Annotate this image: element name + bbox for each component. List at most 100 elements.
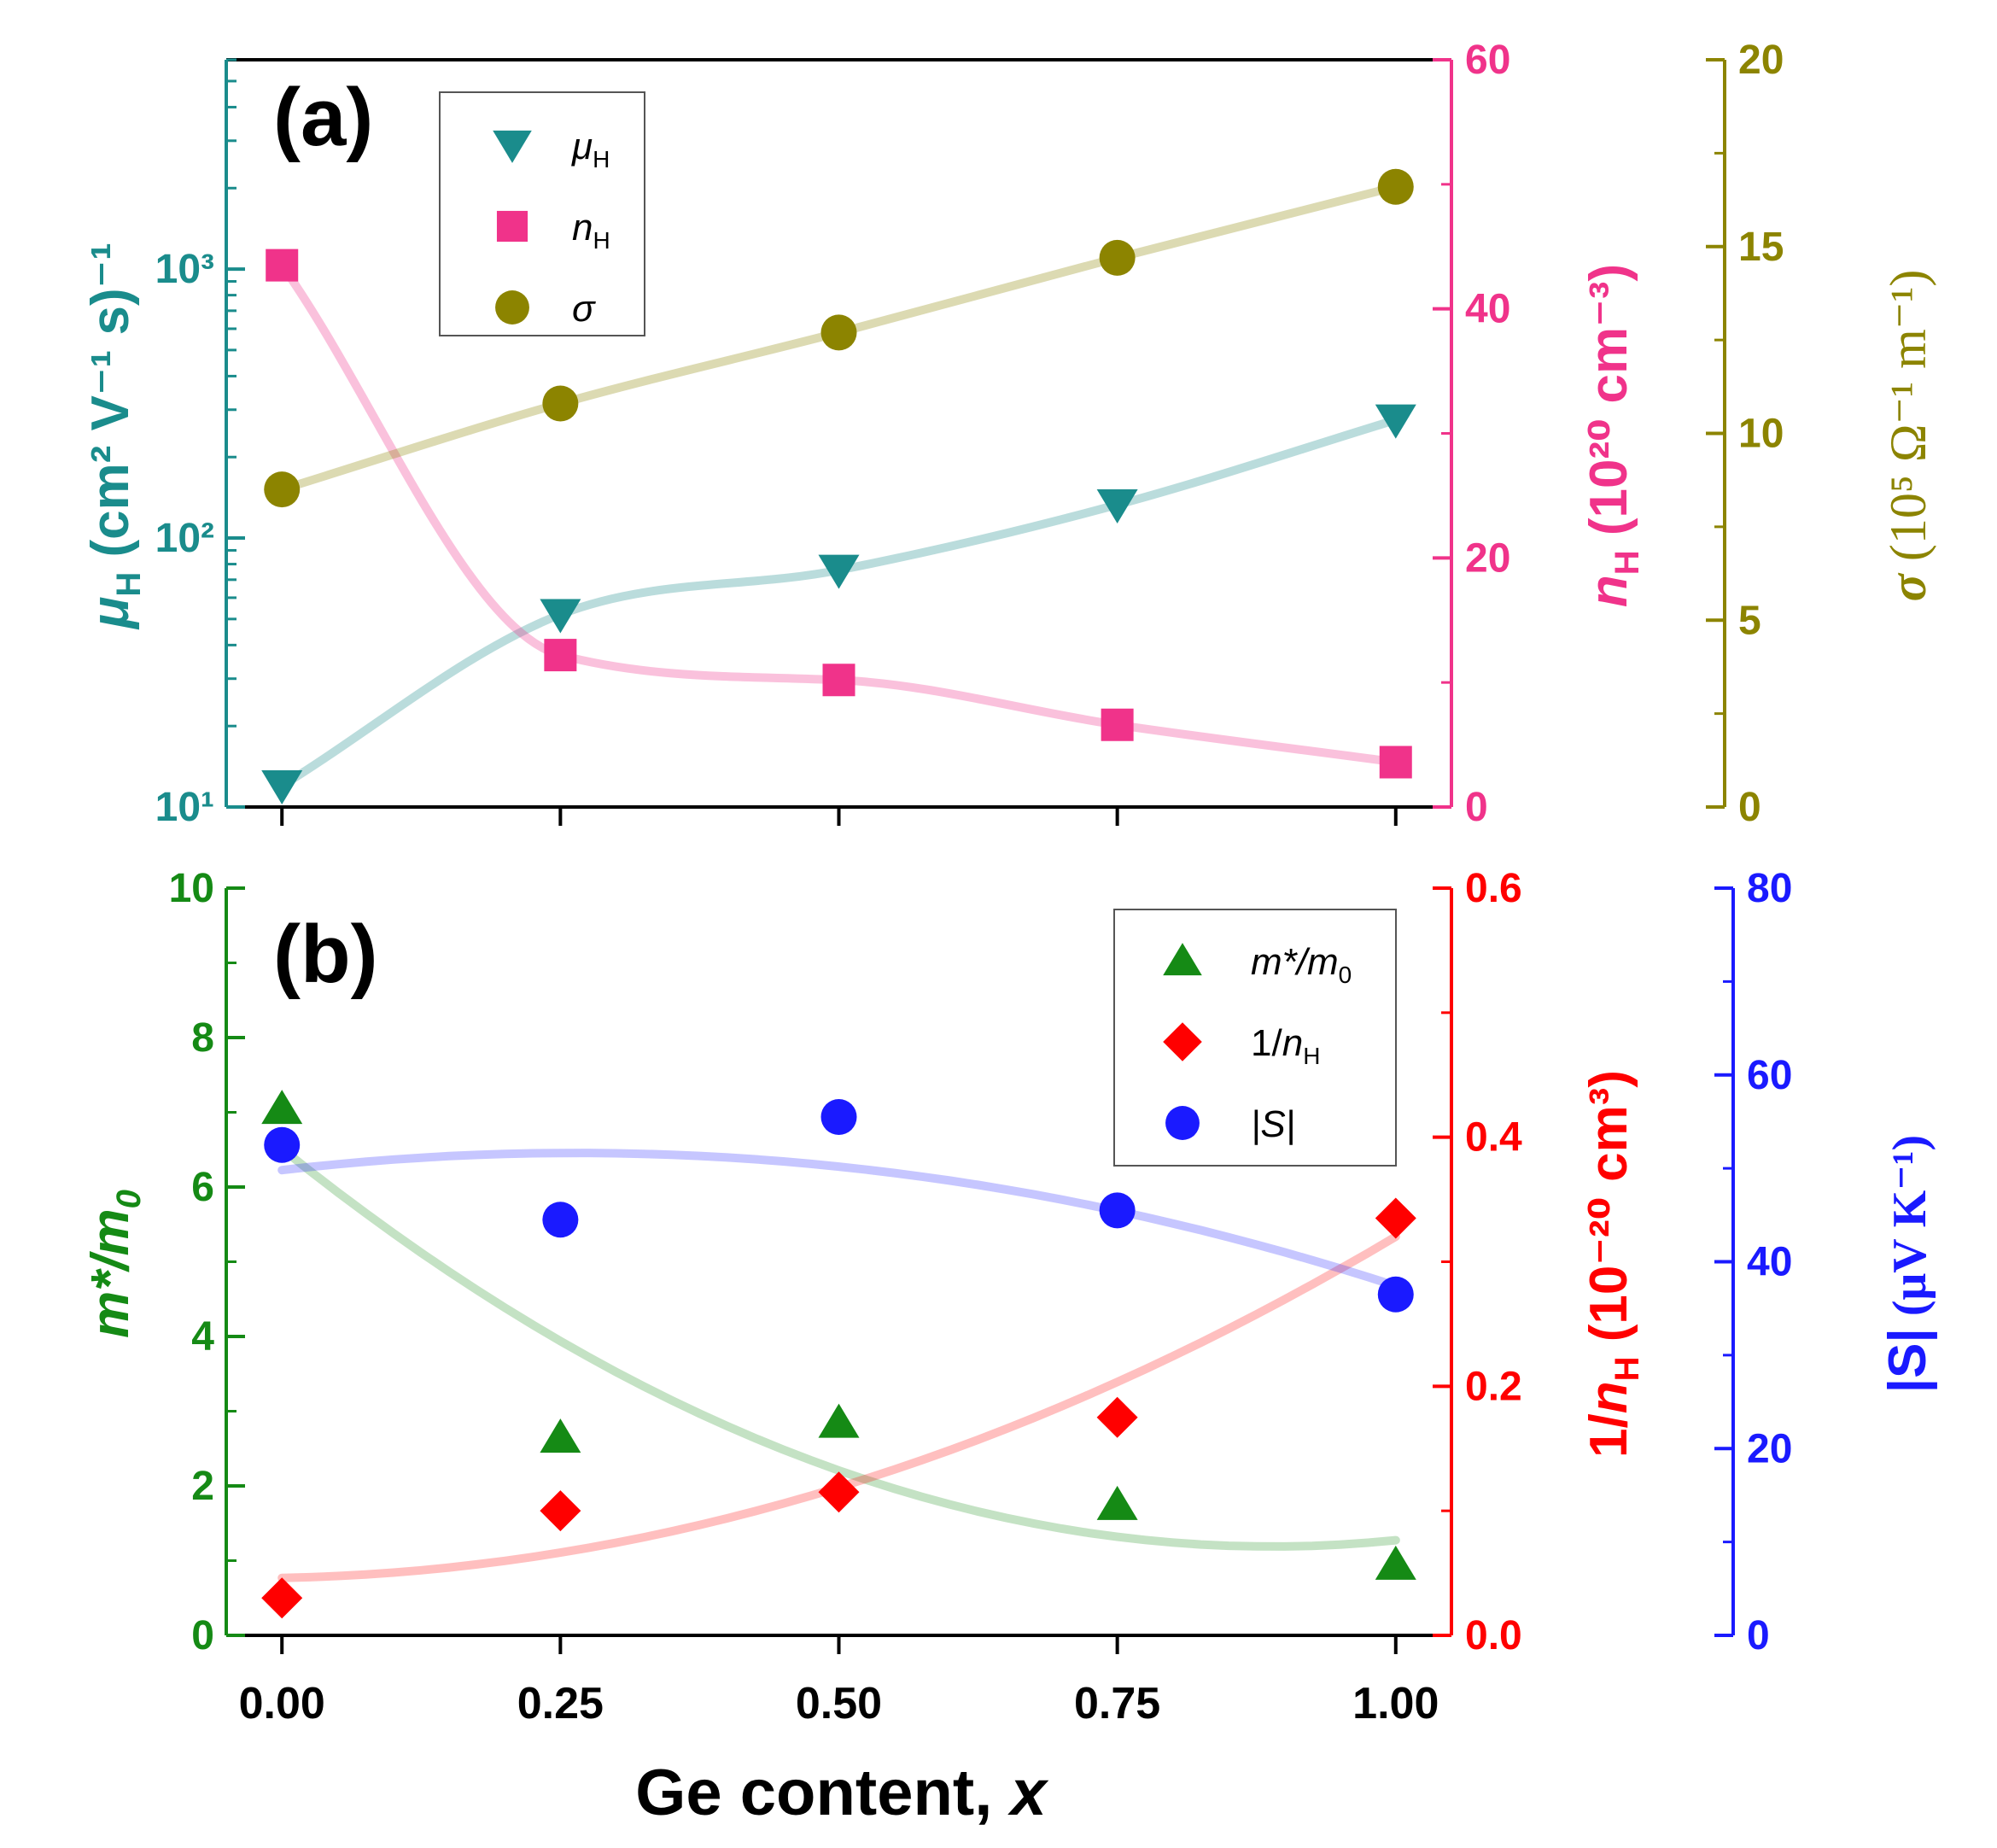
point-mu xyxy=(818,554,860,589)
legend-marker-mu xyxy=(493,130,532,163)
m-axis-tick-label: 8 xyxy=(191,1015,214,1061)
point-inv-n xyxy=(540,1490,581,1532)
point-n xyxy=(544,639,577,672)
n-axis-tick-label: 60 xyxy=(1465,38,1510,83)
point-mu xyxy=(261,770,303,805)
point-s xyxy=(820,1098,857,1135)
legend-marker-inv-n xyxy=(1163,1022,1202,1061)
point-m xyxy=(818,1403,860,1438)
s-axis-tick-label: 0 xyxy=(1747,1613,1770,1658)
sigma-axis-tick-label: 0 xyxy=(1738,785,1761,830)
n-axis-tick-label: 40 xyxy=(1465,287,1510,332)
point-sigma xyxy=(264,471,301,508)
panel-b-fit-curves xyxy=(277,1144,1400,1582)
x-axis-title: Ge content, x xyxy=(635,1757,1048,1829)
m-axis-tick-label: 4 xyxy=(191,1314,214,1360)
inv-n-axis-tick-label: 0.0 xyxy=(1465,1613,1522,1658)
legend-label-mu: μH xyxy=(571,126,610,173)
point-sigma xyxy=(1377,168,1414,205)
point-inv-n xyxy=(261,1577,303,1619)
m-axis-tick-label: 6 xyxy=(191,1165,214,1210)
legend-marker-n xyxy=(496,210,528,243)
point-mu xyxy=(1375,404,1416,439)
point-sigma xyxy=(820,314,857,351)
panel-a-legend: μH nH σ xyxy=(439,91,645,336)
legend-marker-m xyxy=(1163,943,1202,976)
x-tick-label: 0.00 xyxy=(239,1679,325,1728)
panel-b-legend-box xyxy=(1113,909,1397,1167)
point-n xyxy=(1379,746,1412,779)
point-m xyxy=(540,1418,581,1453)
mu-axis-tick-label: 10¹ xyxy=(155,785,214,830)
point-m xyxy=(1096,1485,1138,1520)
panel-b-label: (b) xyxy=(273,909,378,1000)
inv-n-axis-tick-label: 0.2 xyxy=(1465,1364,1522,1409)
s-axis-tick-label: 40 xyxy=(1747,1240,1792,1285)
inv-n-axis-title: 1/nH (10⁻²⁰ cm³) xyxy=(1579,1070,1646,1458)
point-inv-n xyxy=(1096,1396,1138,1438)
x-tick-label: 1.00 xyxy=(1352,1679,1439,1728)
m-axis-tick-label: 10 xyxy=(169,866,214,911)
n-axis-tick-label: 20 xyxy=(1465,535,1510,581)
panel-a-legend-box xyxy=(439,91,645,336)
sigma-axis-title: σ (10⁵ Ω⁻¹ m⁻¹) xyxy=(1880,270,1936,602)
mu-axis-tick-label: 10² xyxy=(155,516,214,561)
inv-n-axis-tick-label: 0.4 xyxy=(1465,1115,1522,1161)
m-axis-tick-label: 0 xyxy=(191,1613,214,1658)
legend-marker-sigma xyxy=(495,290,529,325)
point-s xyxy=(264,1126,301,1163)
s-axis-tick-label: 20 xyxy=(1747,1426,1792,1471)
legend-label-n: nH xyxy=(572,207,610,254)
fit-curve-mu xyxy=(277,415,1400,791)
point-m xyxy=(1375,1545,1416,1580)
point-m xyxy=(261,1090,303,1125)
s-axis-tick-label: 80 xyxy=(1747,866,1792,911)
panel-a-label: (a) xyxy=(273,72,373,163)
n-axis-title: nH (10²⁰ cm⁻³) xyxy=(1579,264,1646,607)
x-tick-label: 0.25 xyxy=(517,1679,604,1728)
m-axis-tick-label: 2 xyxy=(191,1464,214,1509)
n-axis-tick-label: 0 xyxy=(1465,785,1488,830)
point-n xyxy=(266,249,299,282)
point-mu xyxy=(1096,489,1138,524)
point-inv-n xyxy=(818,1471,860,1513)
legend-label-s: |S| xyxy=(1251,1103,1295,1145)
m-axis-title: m*/m0 xyxy=(81,1190,148,1338)
x-axis: 0.00 0.25 0.50 0.75 1.00 Ge content, x xyxy=(239,1679,1439,1829)
point-n xyxy=(1101,708,1134,741)
point-inv-n xyxy=(1375,1197,1416,1239)
point-s xyxy=(1099,1192,1136,1229)
fit-curve-m xyxy=(277,1144,1400,1551)
sigma-axis-tick-label: 20 xyxy=(1738,38,1784,83)
sigma-axis-tick-label: 15 xyxy=(1738,225,1784,270)
fit-curve-n xyxy=(277,260,1400,767)
point-n xyxy=(822,664,855,697)
panel-b-axes: 0 2 4 6 8 10 0.0 0.2 0.4 0.6 0 20 40 60 80 m*/m0 1/nH (1… xyxy=(81,866,1938,1658)
panel-a-axes: 10¹ 10² 10³ 0 20 40 60 0 5 10 15 20 μH (cm² V⁻¹ s)⁻¹… xyxy=(81,38,1936,830)
legend-label-inv-n: 1/nH xyxy=(1251,1022,1320,1069)
inv-n-axis-tick-label: 0.6 xyxy=(1465,866,1522,911)
panel-a-data-points xyxy=(261,168,1416,805)
point-mu xyxy=(540,599,581,634)
panel-a: 10¹ 10² 10³ 0 20 40 60 0 5 10 15 20 μH (cm² V⁻¹ s)⁻¹… xyxy=(81,38,1936,830)
point-sigma xyxy=(542,385,579,422)
panel-b-data-points xyxy=(261,1090,1416,1619)
x-tick-label: 0.75 xyxy=(1074,1679,1160,1728)
legend-label-m: m*/m0 xyxy=(1251,941,1352,988)
mu-axis-tick-label: 10³ xyxy=(155,247,214,292)
mu-axis-title: μH (cm² V⁻¹ s)⁻¹ xyxy=(81,243,148,630)
point-s xyxy=(542,1202,579,1238)
s-axis-tick-label: 60 xyxy=(1747,1053,1792,1098)
x-tick-label: 0.50 xyxy=(796,1679,882,1728)
point-sigma xyxy=(1099,239,1136,276)
s-axis-title: |S| (μV K⁻¹) xyxy=(1878,1135,1938,1393)
fit-curve-s xyxy=(277,1149,1400,1290)
point-s xyxy=(1377,1276,1414,1313)
panel-b: 0 2 4 6 8 10 0.0 0.2 0.4 0.6 0 20 40 60 80 m*/m0 1/nH (1… xyxy=(81,866,1938,1658)
sigma-axis-tick-label: 5 xyxy=(1738,598,1761,643)
panel-b-legend: m*/m0 1/nH |S| xyxy=(1113,909,1397,1167)
legend-marker-s xyxy=(1165,1106,1200,1140)
sigma-axis-tick-label: 10 xyxy=(1738,412,1784,457)
legend-label-sigma: σ xyxy=(572,288,596,330)
